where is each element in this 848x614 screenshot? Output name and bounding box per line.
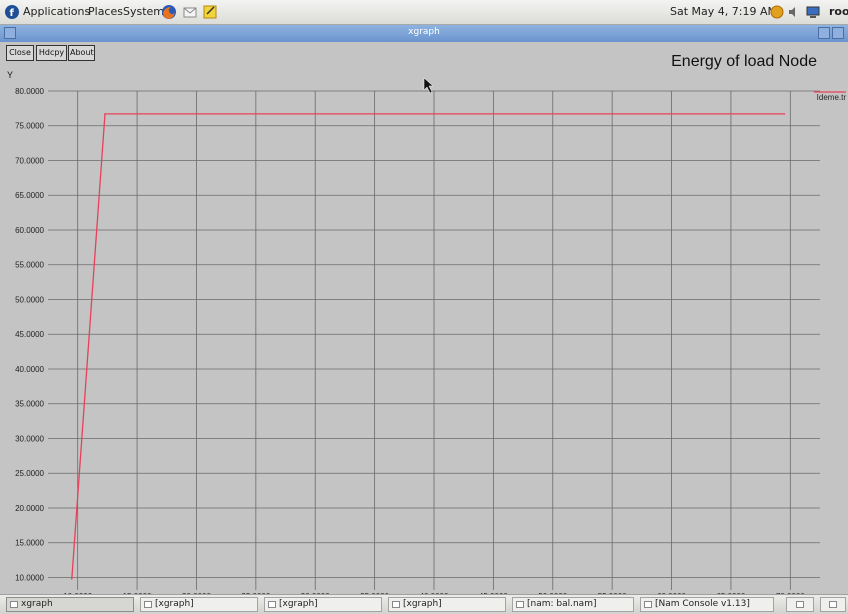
task-label: xgraph <box>21 599 53 609</box>
y-tick-label: 70.0000 <box>15 156 44 165</box>
x-tick-label: 20.0000 <box>182 592 211 594</box>
y-tick-label: 15.0000 <box>15 539 44 548</box>
menu-system[interactable]: System <box>123 5 165 18</box>
x-tick-label: 30.0000 <box>301 592 330 594</box>
legend-label: Ideme.tr <box>817 93 847 102</box>
window-title: xgraph <box>408 27 440 37</box>
menu-places[interactable]: Places <box>88 5 123 18</box>
data-point <box>104 113 106 115</box>
hdcpy-button[interactable]: Hdcpy <box>36 45 67 61</box>
xgraph-window: Close Hdcpy About Energy of load Node Y 10… <box>0 42 848 594</box>
y-tick-label: 25.0000 <box>15 469 44 478</box>
y-tick-label: 20.0000 <box>15 504 44 513</box>
data-point <box>783 113 786 115</box>
y-tick-label: 75.0000 <box>15 122 44 131</box>
y-tick-label: 40.0000 <box>15 365 44 374</box>
taskbar: xgraph [xgraph] [xgraph] [xgraph] [nam: … <box>0 594 848 614</box>
x-tick-label: 70.0000 <box>776 592 805 594</box>
window-icon <box>10 601 18 608</box>
close-button[interactable]: Close <box>6 45 34 61</box>
network-icon[interactable] <box>805 4 821 20</box>
clock[interactable]: Sat May 4, 7:19 AM <box>670 5 777 18</box>
y-tick-label: 45.0000 <box>15 330 44 339</box>
x-tick-label: 10.0000 <box>63 592 92 594</box>
x-tick-label: 45.0000 <box>479 592 508 594</box>
window-icon <box>644 601 652 608</box>
trash-button[interactable] <box>820 597 846 612</box>
y-tick-label: 30.0000 <box>15 434 44 443</box>
plot-area[interactable]: Energy of load Node Y 10.0000 15.0000 20.000… <box>0 42 848 594</box>
task-xgraph-active[interactable]: xgraph <box>6 597 134 612</box>
y-tick-label: 10.0000 <box>15 573 44 582</box>
x-tick-label: 25.0000 <box>241 592 270 594</box>
notes-icon[interactable] <box>202 4 218 20</box>
fedora-logo-icon[interactable]: f <box>4 4 20 20</box>
window-menu-icon[interactable] <box>4 27 16 39</box>
user-name[interactable]: roo <box>829 5 848 18</box>
update-icon[interactable] <box>769 4 785 20</box>
task-label: [nam: bal.nam] <box>527 599 597 609</box>
task-label: [xgraph] <box>279 599 318 609</box>
window-icon <box>516 601 524 608</box>
task-nam-console[interactable]: [Nam Console v1.13] <box>640 597 774 612</box>
y-tick-label: 50.0000 <box>15 295 44 304</box>
y-tick-label: 60.0000 <box>15 226 44 235</box>
data-point <box>70 578 73 580</box>
mail-icon[interactable] <box>182 4 198 20</box>
x-tick-label: 65.0000 <box>716 592 745 594</box>
about-button[interactable]: About <box>68 45 95 61</box>
window-titlebar[interactable]: xgraph <box>0 25 848 42</box>
trash-icon <box>829 601 837 608</box>
svg-text:f: f <box>10 8 15 19</box>
y-axis-label: Y <box>7 70 13 80</box>
window-icon <box>392 601 400 608</box>
task-xgraph[interactable]: [xgraph] <box>140 597 258 612</box>
minimize-icon[interactable] <box>818 27 830 39</box>
x-tick-label: 15.0000 <box>123 592 152 594</box>
window-icon <box>144 601 152 608</box>
x-tick-label: 35.0000 <box>360 592 389 594</box>
y-tick-label: 80.0000 <box>15 87 44 96</box>
x-tick-label: 50.0000 <box>538 592 567 594</box>
task-xgraph[interactable]: [xgraph] <box>264 597 382 612</box>
task-nam-file[interactable]: [nam: bal.nam] <box>512 597 634 612</box>
y-tick-label: 35.0000 <box>15 400 44 409</box>
chart-title: Energy of load Node <box>671 53 817 70</box>
window-icon <box>268 601 276 608</box>
task-xgraph[interactable]: [xgraph] <box>388 597 506 612</box>
menu-applications[interactable]: Applications <box>23 5 91 18</box>
maximize-icon[interactable] <box>832 27 844 39</box>
firefox-icon[interactable] <box>161 4 177 20</box>
task-label: [Nam Console v1.13] <box>655 599 750 609</box>
task-label: [xgraph] <box>403 599 442 609</box>
mouse-cursor-icon <box>423 77 434 94</box>
desktop-icon <box>796 601 804 608</box>
x-tick-label: 60.0000 <box>657 592 686 594</box>
volume-icon[interactable] <box>786 4 802 20</box>
show-desktop-button[interactable] <box>786 597 814 612</box>
y-tick-label: 55.0000 <box>15 261 44 270</box>
series-line <box>71 113 785 579</box>
y-tick-label: 65.0000 <box>15 191 44 200</box>
task-label: [xgraph] <box>155 599 194 609</box>
x-tick-label: 40.0000 <box>420 592 449 594</box>
top-panel: f Applications Places System Sat May 4, … <box>0 0 848 25</box>
x-tick-label: 55.0000 <box>598 592 627 594</box>
